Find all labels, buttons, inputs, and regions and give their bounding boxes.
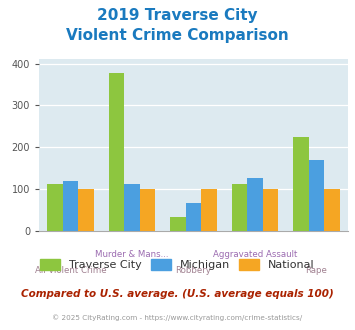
Text: Murder & Mans...: Murder & Mans... — [95, 250, 169, 259]
Bar — [324, 189, 339, 231]
Bar — [63, 181, 78, 231]
Bar — [124, 184, 140, 231]
Bar — [232, 184, 247, 231]
Bar — [263, 189, 278, 231]
Bar — [78, 189, 94, 231]
Legend: Traverse City, Michigan, National: Traverse City, Michigan, National — [36, 255, 319, 275]
Text: Compared to U.S. average. (U.S. average equals 100): Compared to U.S. average. (U.S. average … — [21, 289, 334, 299]
Text: Aggravated Assault: Aggravated Assault — [213, 250, 297, 259]
Bar — [140, 189, 155, 231]
Bar — [186, 203, 201, 231]
Bar — [170, 217, 186, 231]
Bar — [293, 137, 309, 231]
Bar — [48, 184, 63, 231]
Bar — [109, 73, 124, 231]
Text: Violent Crime Comparison: Violent Crime Comparison — [66, 28, 289, 43]
Bar — [201, 189, 217, 231]
Text: All Violent Crime: All Violent Crime — [35, 266, 106, 275]
Bar — [309, 160, 324, 231]
Bar — [247, 178, 263, 231]
Text: 2019 Traverse City: 2019 Traverse City — [97, 8, 258, 23]
Text: Robbery: Robbery — [175, 266, 212, 275]
Text: © 2025 CityRating.com - https://www.cityrating.com/crime-statistics/: © 2025 CityRating.com - https://www.city… — [53, 314, 302, 321]
Text: Rape: Rape — [306, 266, 327, 275]
